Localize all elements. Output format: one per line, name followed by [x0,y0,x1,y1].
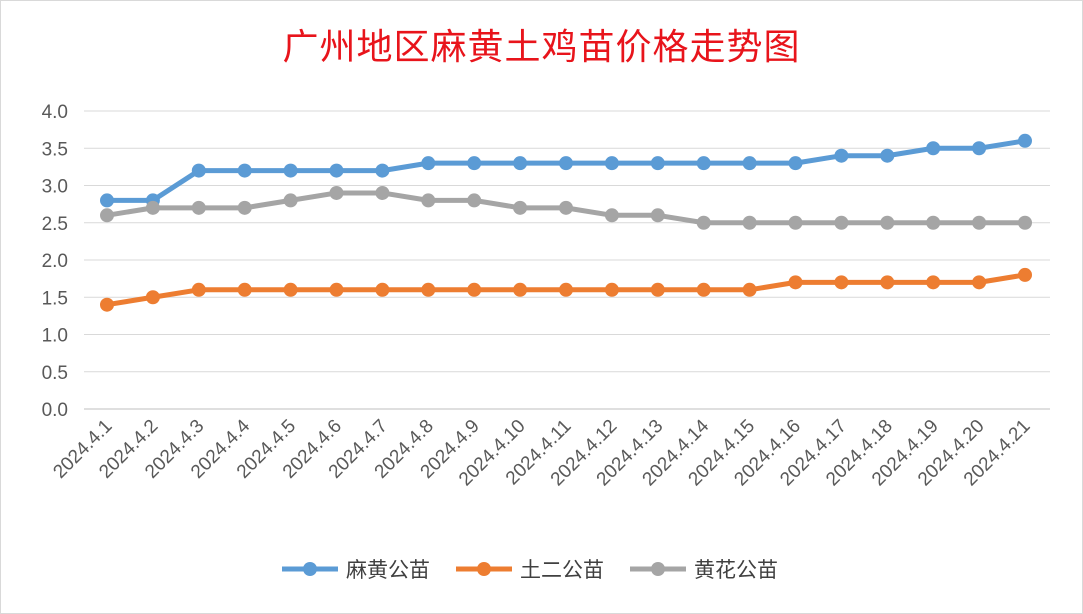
data-point [788,275,803,290]
data-point [972,215,987,230]
data-point [283,193,298,208]
data-point [972,141,987,156]
data-point [329,185,344,200]
data-point [742,215,757,230]
data-point [375,282,390,297]
data-point [191,282,206,297]
data-point [834,275,849,290]
data-point [191,163,206,178]
data-point [329,282,344,297]
data-point [237,163,252,178]
data-point [1018,133,1032,148]
legend-item: 土二公苗 [456,558,604,582]
chart-title: 广州地区麻黄土鸡苗价格走势图 [282,27,801,68]
data-point [513,156,528,171]
gridlines [84,110,1050,410]
data-point [100,193,114,208]
legend-swatch-marker [651,562,665,576]
y-axis-labels: 0.0 0.5 1.0 1.5 2.0 2.5 3.0 3.5 4.0 [42,102,68,421]
data-point [1018,267,1032,282]
data-point [467,282,482,297]
data-point [696,156,711,171]
data-point [880,275,895,290]
series-lines [100,133,1032,312]
y-tick-label: 2.0 [42,251,68,272]
data-point [834,215,849,230]
data-point [421,193,436,208]
data-point [513,282,528,297]
data-point [926,141,941,156]
y-tick-label: 3.0 [42,177,68,198]
y-tick-label: 1.5 [42,288,68,309]
data-point [100,297,114,312]
data-point [972,275,987,290]
data-point [788,156,803,171]
legend-item: 麻黄公苗 [282,558,430,582]
data-point [191,200,206,215]
data-point [559,156,573,171]
data-point [696,215,711,230]
data-point [650,208,665,223]
x-axis-labels: 2024.4.12024.4.22024.4.32024.4.42024.4.5… [49,415,1034,490]
data-point [329,163,344,178]
data-point [145,200,160,215]
legend-label: 麻黄公苗 [346,558,430,582]
data-point [559,282,573,297]
legend-swatch-marker [303,562,317,576]
data-point [559,200,573,215]
y-tick-label: 2.5 [42,214,68,235]
data-point [237,200,252,215]
data-point [604,282,619,297]
y-tick-label: 1.0 [42,326,68,347]
data-point [237,282,252,297]
legend-swatch-marker [477,562,491,576]
legend-item: 黄花公苗 [630,558,778,582]
data-point [788,215,803,230]
data-point [1018,215,1032,230]
data-point [145,290,160,305]
data-point [283,163,298,178]
y-tick-label: 0.5 [42,363,68,384]
legend: 麻黄公苗 土二公苗 黄花公苗 [282,558,778,582]
data-point [926,215,941,230]
series-土二公苗 [100,267,1032,312]
data-point [375,163,390,178]
data-point [604,156,619,171]
data-point [880,215,895,230]
y-tick-label: 4.0 [42,102,68,123]
legend-label: 黄花公苗 [694,558,778,582]
data-point [604,208,619,223]
data-point [467,193,482,208]
data-point [467,156,482,171]
data-point [696,282,711,297]
data-point [650,282,665,297]
data-point [283,282,298,297]
data-point [100,208,114,223]
series-黄花公苗 [100,185,1032,230]
y-tick-label: 3.5 [42,139,68,160]
data-point [880,148,895,163]
series-麻黄公苗 [100,133,1032,208]
data-point [375,185,390,200]
legend-label: 土二公苗 [520,558,604,582]
y-tick-label: 0.0 [42,400,68,421]
data-point [421,156,436,171]
data-point [513,200,528,215]
data-point [421,282,436,297]
data-point [742,282,757,297]
data-point [834,148,849,163]
data-point [742,156,757,171]
data-point [650,156,665,171]
data-point [926,275,941,290]
